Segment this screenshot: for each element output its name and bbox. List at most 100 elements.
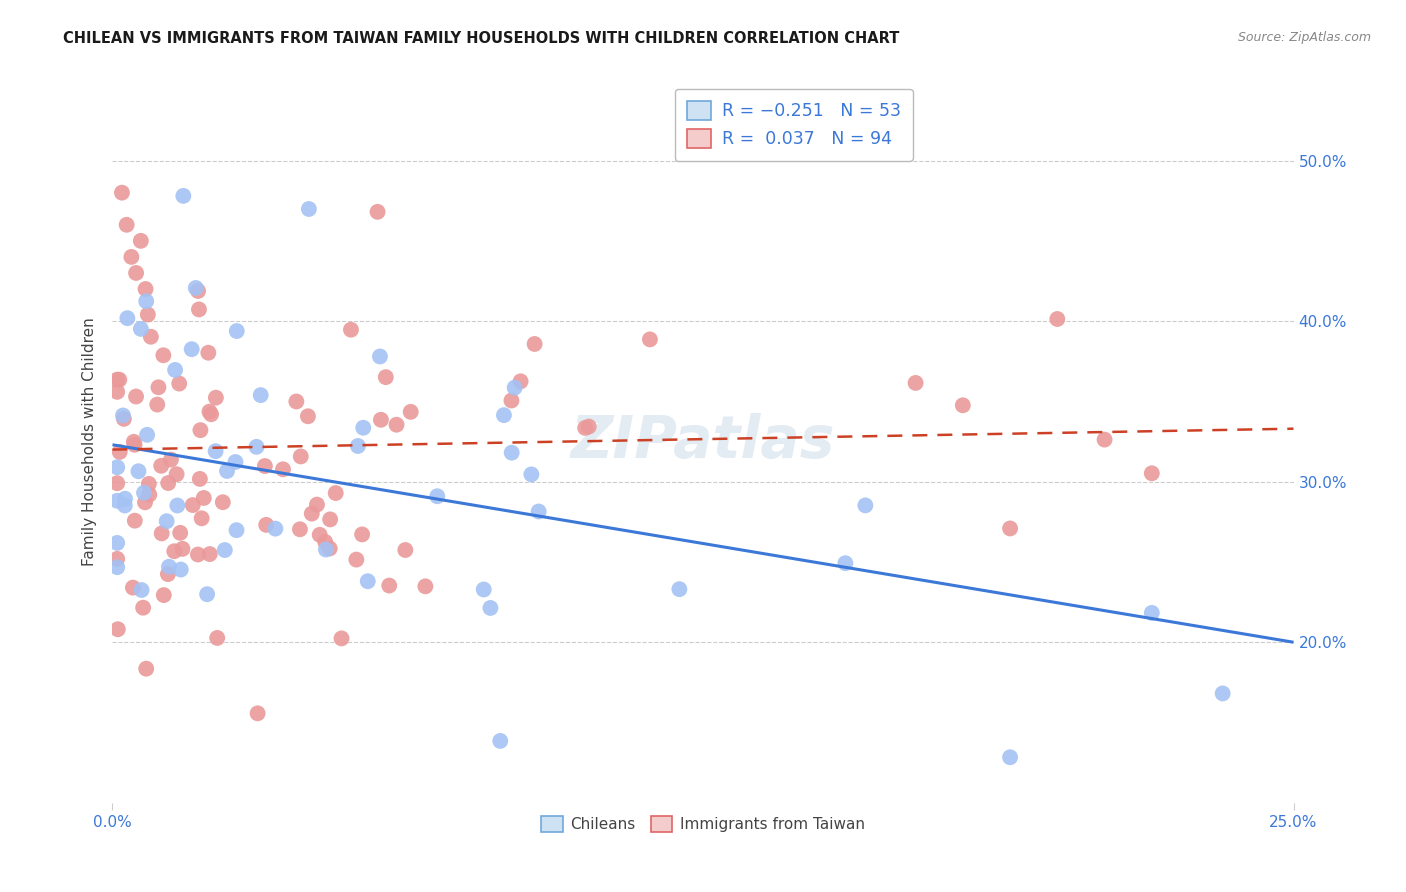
Point [166, 467, 188, 482]
Point [352, 421, 374, 435]
Point [340, 323, 363, 337]
Point [131, 582, 153, 597]
Point [834, 556, 856, 570]
Point [132, 600, 155, 615]
Point [146, 398, 169, 412]
Point [105, 552, 128, 566]
Point [952, 398, 974, 412]
Point [368, 350, 391, 364]
Point [385, 417, 408, 432]
Point [107, 622, 129, 636]
Point [108, 373, 131, 387]
Point [152, 588, 174, 602]
Point [330, 632, 353, 646]
Point [246, 706, 269, 721]
Text: Source: ZipAtlas.com: Source: ZipAtlas.com [1237, 31, 1371, 45]
Point [138, 488, 160, 502]
Point [172, 189, 194, 203]
Point [105, 493, 128, 508]
Point [305, 498, 328, 512]
Point [114, 499, 136, 513]
Point [245, 440, 267, 454]
Point [198, 404, 221, 418]
Point [204, 444, 226, 458]
Point [134, 495, 156, 509]
Point [150, 458, 173, 473]
Point [520, 467, 543, 482]
Point [160, 452, 183, 467]
Point [288, 522, 311, 536]
Point [578, 419, 600, 434]
Point [156, 514, 179, 528]
Point [139, 330, 162, 344]
Point [152, 348, 174, 362]
Point [325, 486, 347, 500]
Point [135, 662, 157, 676]
Point [501, 445, 523, 459]
Point [124, 514, 146, 528]
Point [135, 294, 157, 309]
Point [111, 186, 134, 200]
Point [170, 563, 193, 577]
Point [169, 525, 191, 540]
Point [399, 405, 422, 419]
Point [1094, 433, 1116, 447]
Point [998, 750, 1021, 764]
Point [352, 527, 374, 541]
Point [347, 439, 370, 453]
Point [215, 464, 238, 478]
Point [426, 489, 449, 503]
Point [125, 266, 148, 280]
Point [509, 374, 531, 388]
Point [254, 517, 277, 532]
Point [205, 631, 228, 645]
Point [638, 332, 661, 346]
Point [190, 423, 212, 437]
Point [523, 337, 546, 351]
Point [285, 394, 308, 409]
Y-axis label: Family Households with Children: Family Households with Children [82, 318, 97, 566]
Point [271, 462, 294, 476]
Point [156, 567, 179, 582]
Point [129, 322, 152, 336]
Point [105, 560, 128, 574]
Point [148, 380, 170, 394]
Point [105, 384, 128, 399]
Point [308, 528, 330, 542]
Point [904, 376, 927, 390]
Point [318, 541, 340, 556]
Point [1212, 686, 1234, 700]
Point [211, 495, 233, 509]
Point [136, 427, 159, 442]
Point [157, 559, 180, 574]
Point [264, 522, 287, 536]
Point [105, 460, 128, 475]
Point [129, 234, 152, 248]
Point [108, 445, 131, 459]
Point [193, 491, 215, 505]
Point [120, 250, 142, 264]
Point [115, 218, 138, 232]
Point [1046, 312, 1069, 326]
Point [301, 507, 323, 521]
Point [184, 281, 207, 295]
Point [117, 311, 139, 326]
Point [668, 582, 690, 596]
Point [105, 536, 128, 550]
Point [132, 485, 155, 500]
Point [125, 390, 148, 404]
Point [314, 535, 336, 549]
Point [253, 458, 276, 473]
Point [298, 202, 321, 216]
Point [124, 438, 146, 452]
Point [112, 412, 135, 426]
Point [249, 388, 271, 402]
Point [150, 526, 173, 541]
Point [105, 373, 128, 387]
Point [574, 421, 596, 435]
Point [127, 464, 149, 478]
Point [225, 523, 247, 537]
Point [114, 491, 136, 506]
Point [378, 578, 401, 592]
Point [479, 601, 502, 615]
